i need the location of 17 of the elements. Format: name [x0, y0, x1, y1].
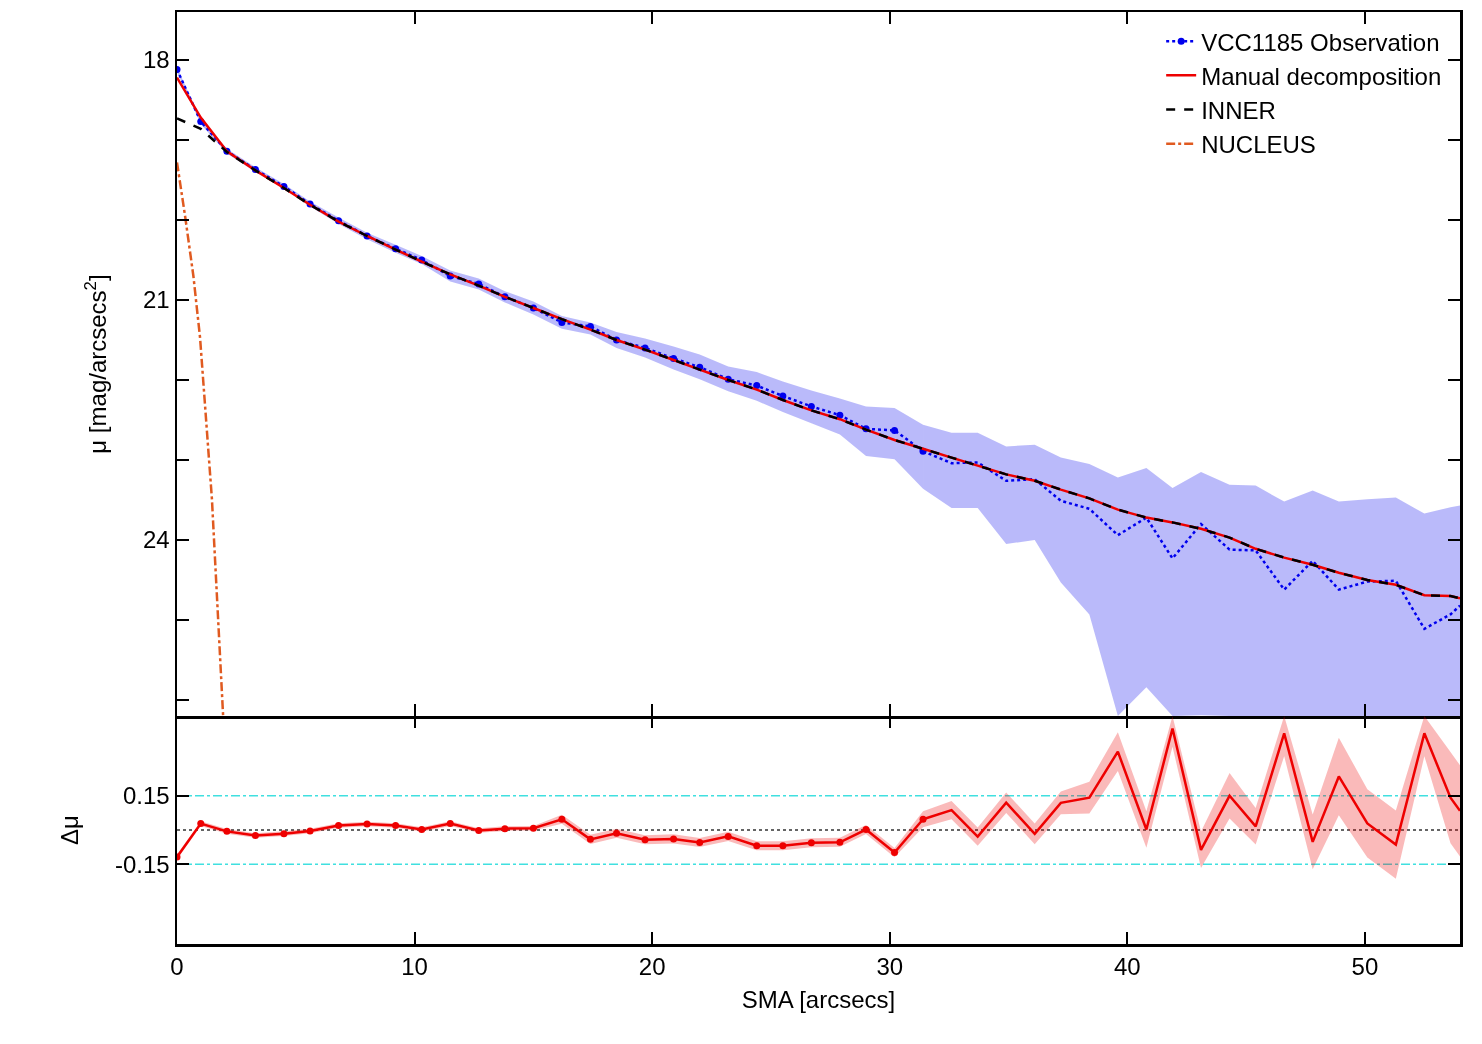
x-tick-label: 40 — [1114, 953, 1141, 981]
y-tick-label: 0.15 — [122, 782, 170, 810]
x-tick-label: 20 — [638, 953, 666, 981]
x-axis-title: SMA [arcsecs] — [741, 985, 896, 1013]
y-axis-title: Δμ — [55, 815, 83, 845]
x-tick-label: 30 — [876, 953, 904, 981]
x-tick-label: 0 — [170, 953, 184, 981]
legend-label: Manual decomposition — [1201, 62, 1442, 90]
y-tick-label: 24 — [143, 526, 170, 554]
y-tick-label: -0.15 — [115, 850, 170, 878]
x-tick-label: 50 — [1351, 953, 1379, 981]
legend-label: NUCLEUS — [1201, 131, 1316, 159]
legend-label: INNER — [1201, 96, 1276, 124]
legend-label: VCC1185 Observation — [1201, 28, 1440, 56]
x-tick-label: 10 — [401, 953, 428, 981]
y-tick-label: 21 — [143, 286, 170, 314]
y-tick-label: 18 — [143, 46, 170, 74]
